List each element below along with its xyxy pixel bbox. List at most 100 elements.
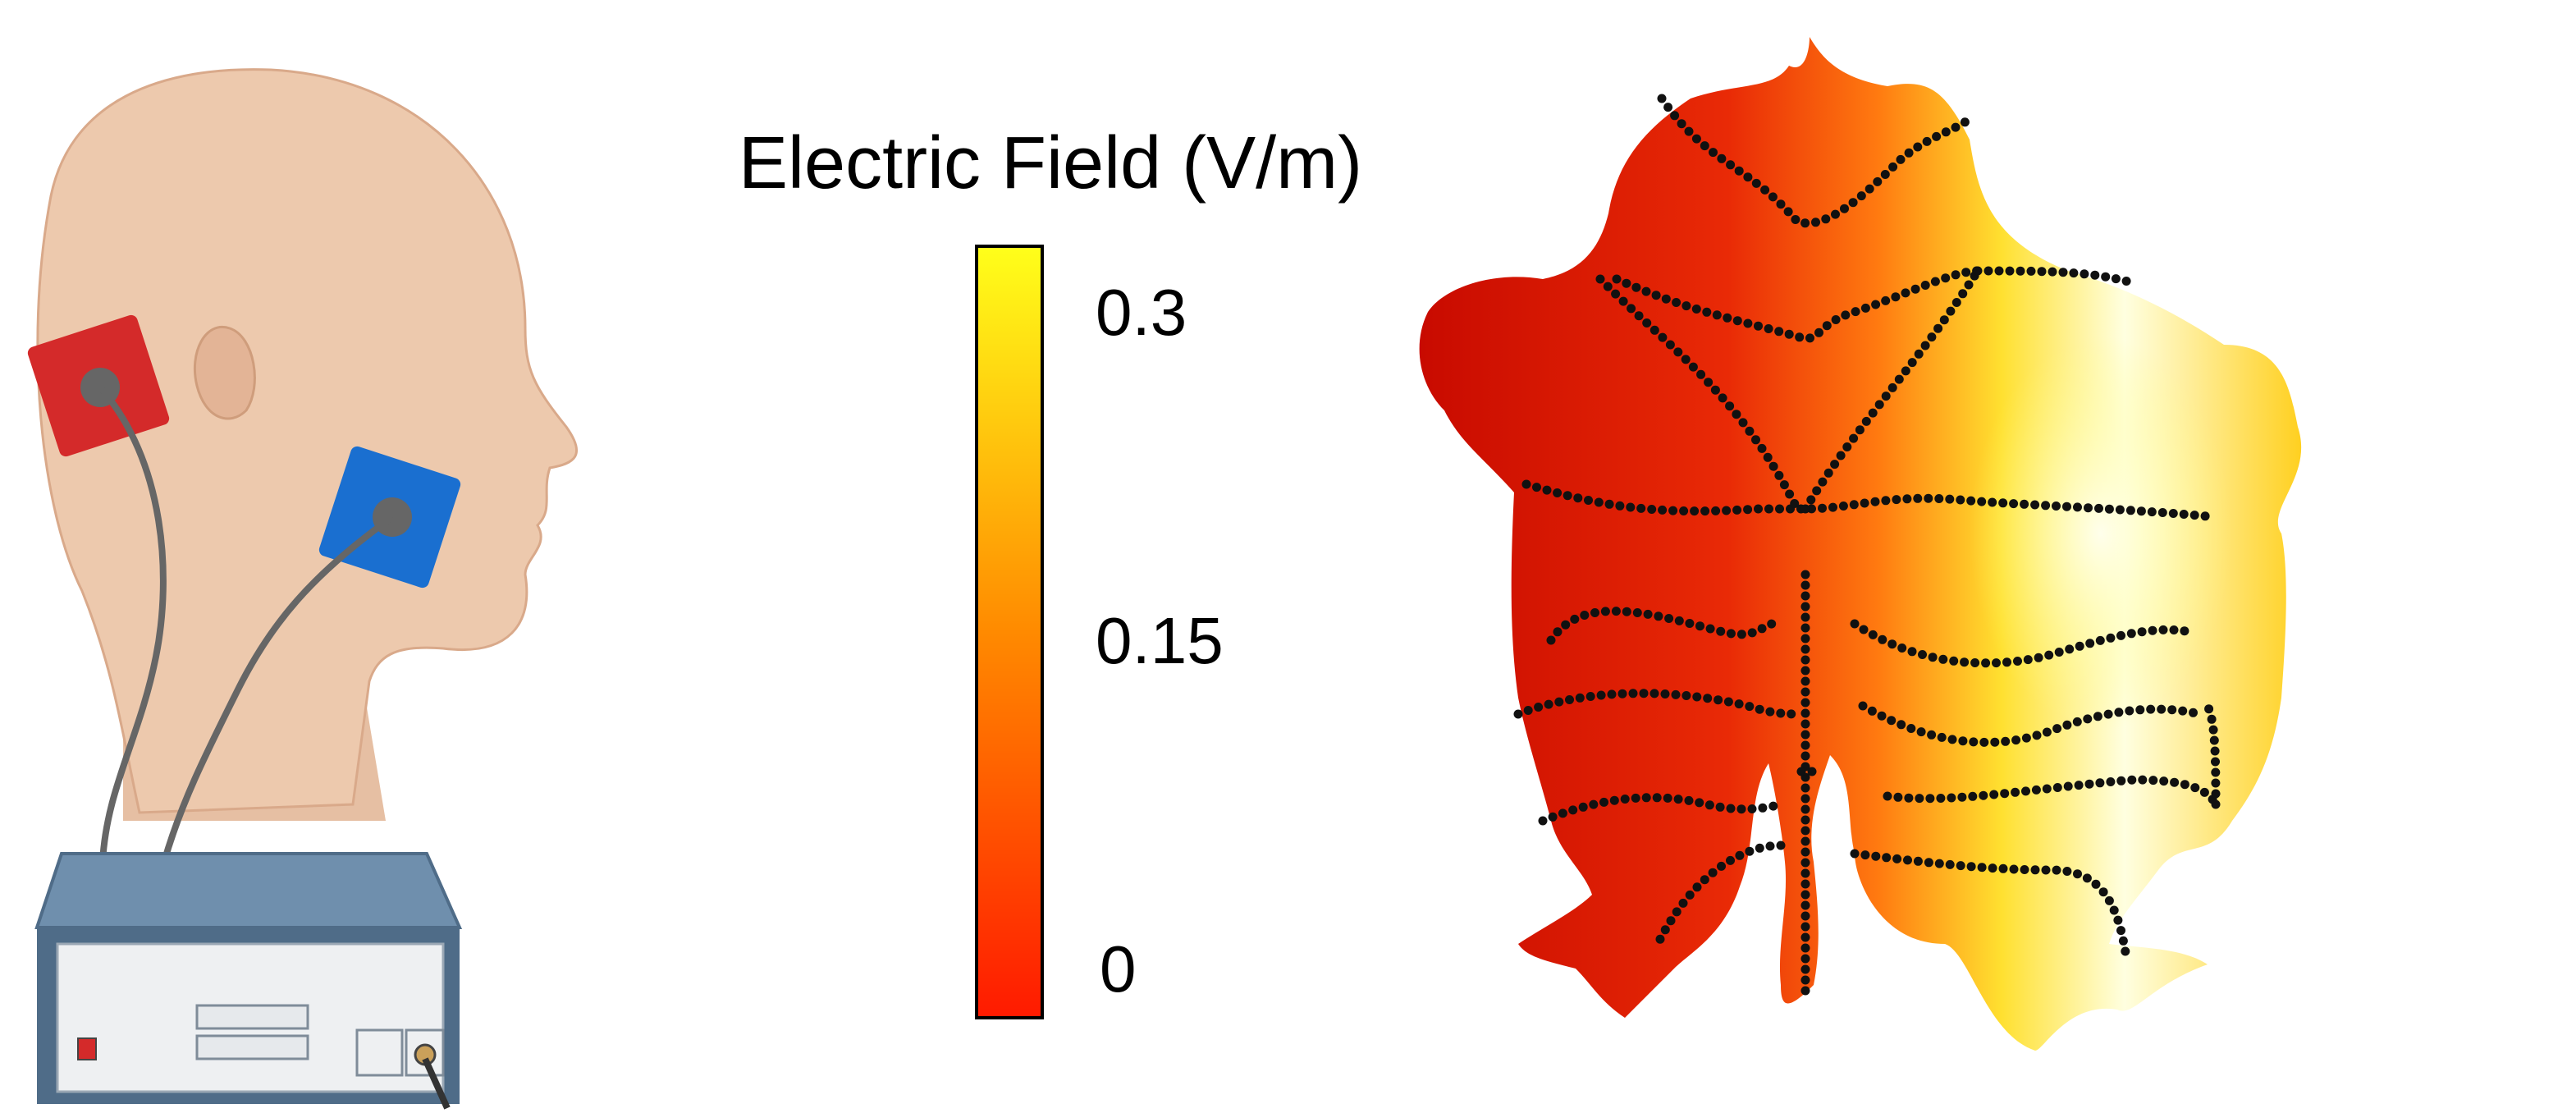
boundary-dot (2065, 644, 2075, 654)
boundary-dot (1983, 266, 1993, 276)
boundary-dot (1969, 737, 1979, 747)
boundary-dot (1828, 502, 1837, 512)
boundary-dot (1894, 374, 1904, 384)
boundary-dot (1951, 270, 1961, 280)
boundary-dot (2106, 633, 2116, 643)
boundary-dot (1712, 310, 1722, 320)
boundary-dot (1611, 607, 1621, 616)
boundary-dot (1814, 327, 1823, 337)
boundary-dot (1754, 321, 1763, 331)
boundary-dot (1990, 737, 2000, 747)
boundary-dot (2034, 653, 2043, 662)
boundary-dot (2009, 499, 2019, 509)
boundary-dot (1881, 295, 1891, 305)
boundary-dot (1936, 794, 1946, 803)
boundary-dot (1800, 676, 1810, 686)
boundary-dot (1924, 858, 1933, 868)
boundary-dot (1915, 794, 1924, 804)
boundary-dot (1726, 804, 1736, 813)
boundary-dot (1880, 170, 1890, 179)
boundary-dot (1658, 332, 1668, 342)
boundary-dot (1865, 184, 1874, 194)
boundary-dot (1821, 214, 1831, 224)
boundary-dot (2062, 867, 2072, 876)
lobule-boundaries (1513, 94, 2221, 996)
boundary-dot (1800, 687, 1810, 697)
boundary-dot (1831, 209, 1840, 219)
boundary-dot (1800, 783, 1810, 793)
boundary-dot (1523, 706, 1533, 715)
boundary-dot (1860, 498, 1869, 508)
boundary-dot (2041, 501, 2051, 511)
boundary-dot (1652, 793, 1662, 803)
boundary-dot (1901, 288, 1910, 298)
boundary-dot (1691, 305, 1701, 314)
boundary-dot (2030, 500, 2040, 510)
boundary-dot (1725, 401, 1735, 411)
boundary-dot (1851, 307, 1860, 317)
boundary-dot (2189, 511, 2199, 520)
boundary-dot (2136, 506, 2146, 516)
boundary-dot (1768, 192, 1778, 202)
boundary-dot (1774, 327, 1784, 337)
boundary-dot (1891, 292, 1901, 302)
boundary-dot (1966, 496, 1976, 506)
boundary-dot (1913, 142, 1923, 152)
boundary-dot (2158, 625, 2168, 634)
boundary-dot (1896, 154, 1906, 164)
boundary-dot (1897, 720, 1906, 730)
boundary-dot (2114, 708, 2124, 717)
boundary-dot (1968, 791, 1978, 801)
boundary-dot (1589, 799, 1599, 809)
boundary-dot (1977, 863, 1987, 873)
boundary-dot (1647, 505, 1657, 514)
boundary-dot (1800, 623, 1810, 633)
boundary-dot (2084, 779, 2094, 789)
boundary-dot (1631, 282, 1641, 292)
colorbar-tick-min: 0 (1100, 932, 1137, 1005)
boundary-dot (1649, 689, 1659, 698)
boundary-dot (1715, 802, 1725, 812)
boundary-dot (1710, 385, 1720, 395)
boundary-dot (1776, 840, 1786, 850)
boundary-dot (1641, 286, 1651, 296)
boundary-dot (1937, 732, 1947, 742)
boundary-dot (1800, 804, 1810, 814)
boundary-dot (1663, 793, 1672, 803)
boundary-dot (1945, 859, 1955, 869)
boundary-dot (1994, 266, 2004, 276)
boundary-dot (1945, 494, 1955, 504)
colorbar-legend: Electric Field (V/m) 0.3 0.15 0 (624, 0, 1412, 1113)
boundary-dot (1783, 207, 1793, 217)
boundary-dot (1688, 362, 1698, 372)
boundary-dot (2042, 784, 2052, 794)
boundary-dot (1988, 497, 1997, 507)
boundary-dot (1800, 954, 1810, 964)
stimulator-box-top (34, 852, 463, 929)
boundary-dot (1861, 416, 1871, 426)
boundary-dot (1871, 300, 1881, 309)
boundary-dot (1764, 324, 1773, 333)
boundary-dot (1850, 619, 1860, 629)
boundary-dot (1800, 218, 1810, 228)
boundary-dot (1672, 907, 1681, 917)
boundary-dot (1800, 911, 1810, 921)
boundary-dot (1888, 162, 1898, 172)
boundary-dot (1859, 625, 1869, 634)
output-socket-left (355, 1028, 404, 1077)
boundary-dot (2104, 504, 2114, 514)
boundary-dot (1775, 504, 1784, 514)
boundary-dot (2121, 946, 2130, 956)
boundary-dot (1960, 117, 1970, 127)
boundary-dot (1603, 282, 1613, 291)
boundary-dot (1941, 127, 1951, 137)
boundary-dot (1973, 266, 1983, 276)
boundary-dot (2093, 712, 2102, 721)
boundary-dot (1800, 879, 1810, 889)
boundary-dot (1887, 382, 1897, 392)
boundary-dot (1632, 608, 1642, 617)
boundary-dot (1615, 501, 1625, 511)
head-profile (36, 68, 578, 814)
boundary-dot (1776, 199, 1786, 209)
boundary-dot (1743, 505, 1753, 515)
